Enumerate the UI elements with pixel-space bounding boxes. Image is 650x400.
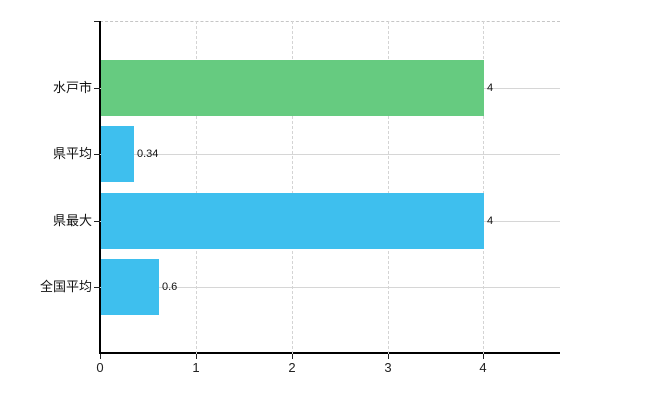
category-label: 全国平均 [39, 279, 92, 294]
plot-area [100, 21, 560, 354]
bar-0 [101, 60, 484, 116]
x-axis-tick [292, 354, 293, 359]
x-axis-tick-label: 4 [479, 360, 487, 375]
bar-3 [101, 259, 159, 315]
bar-value-label: 0.34 [137, 148, 159, 160]
x-axis-tick-label: 3 [384, 360, 392, 375]
category-tick [94, 221, 100, 222]
category-label: 水戸市 [52, 80, 92, 95]
category-label: 県最大 [52, 213, 92, 228]
x-axis-tick [483, 354, 484, 359]
x-axis-tick [388, 354, 389, 359]
bar-value-label: 4 [487, 215, 494, 227]
v-gridline [196, 21, 197, 354]
bar-1 [101, 126, 134, 182]
x-axis-tick [196, 354, 197, 359]
category-tick [94, 154, 100, 155]
x-axis-tick-label: 0 [96, 360, 104, 375]
v-gridline [292, 21, 293, 354]
v-gridline [388, 21, 389, 354]
h-gridline [100, 287, 560, 288]
y-axis-line [99, 21, 101, 354]
x-axis-tick [100, 354, 101, 359]
category-tick [94, 287, 100, 288]
category-tick [94, 88, 100, 89]
x-axis-tick-label: 1 [192, 360, 200, 375]
x-axis-tick-label: 2 [288, 360, 296, 375]
x-axis-line [99, 352, 560, 354]
h-gridline [100, 154, 560, 155]
bar-value-label: 4 [487, 82, 494, 94]
category-label: 県平均 [52, 146, 92, 161]
v-gridline [483, 21, 484, 354]
bar-value-label: 0.6 [162, 281, 178, 293]
y-axis-top-tick [94, 21, 100, 22]
bar-2 [101, 193, 484, 249]
